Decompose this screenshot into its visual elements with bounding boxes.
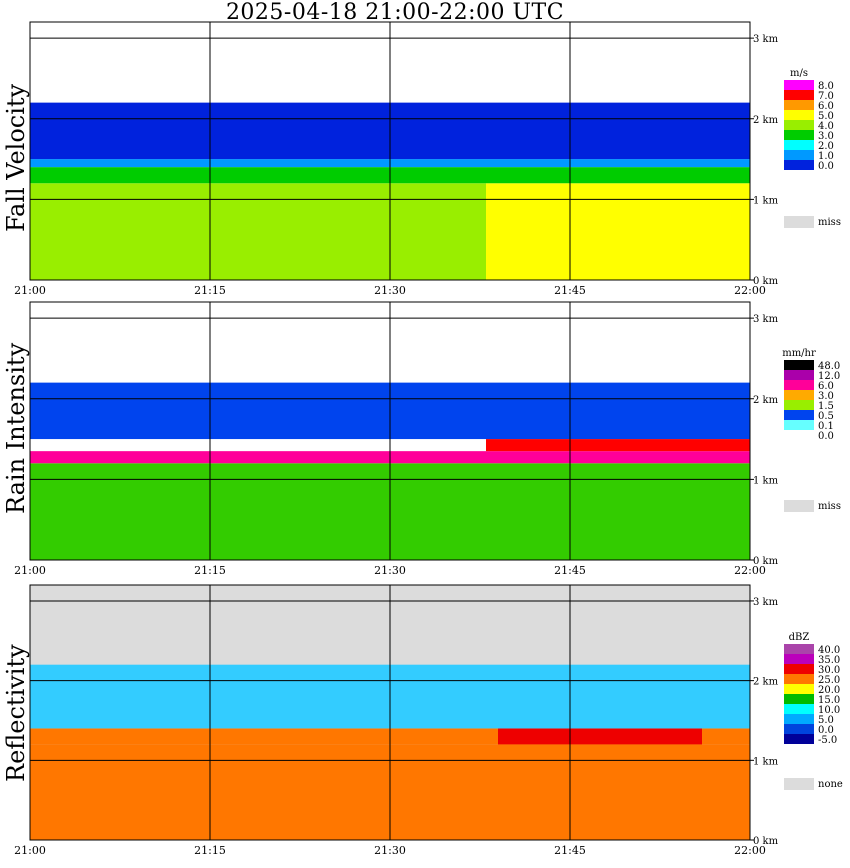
panel-2-legend-swatch-5: [784, 400, 814, 410]
panel-1-legend-swatch-5: [784, 120, 814, 130]
panel-1-legend-swatch-7: [784, 140, 814, 150]
panel-2-legend-label-8: 0.0: [818, 431, 834, 442]
panel-3-legend-label-5: 20.0: [818, 685, 840, 696]
panel-3-frame: [29, 584, 751, 841]
panel-1-ytick-3: 3 km: [753, 34, 779, 45]
panel-1-ytick-2: 2 km: [753, 115, 779, 126]
panel-3-legend-swatch-4: [784, 674, 814, 684]
panel-1-layer-2: [486, 183, 750, 280]
panel-1-xtick-1: 21:00: [14, 284, 46, 297]
panel-2-legend-swatch-1: [784, 360, 814, 370]
panel-3-xtick-4: 21:45: [554, 844, 586, 857]
panel-1-legend-label-8: 1.0: [818, 151, 834, 162]
panel-1-legend-swatch-1: [784, 80, 814, 90]
panel-1-legend-unit: m/s: [790, 68, 808, 79]
panel-1-legend-swatch-8: [784, 150, 814, 160]
panel-1-legend-label-3: 6.0: [818, 101, 834, 112]
panel-3-legend-label-1: 40.0: [818, 645, 840, 656]
panel-1-xtick-5: 22:00: [734, 284, 766, 297]
panel-3-legend-swatch-7: [784, 704, 814, 714]
panel-1-legend-label-7: 2.0: [818, 141, 834, 152]
panel-2-xtick-1: 21:00: [14, 564, 46, 577]
panel-3-xtick-3: 21:30: [374, 844, 406, 857]
panel-3-ytick-2: 2 km: [753, 677, 779, 688]
panel-2-legend-label-7: 0.1: [818, 421, 834, 432]
panel-1-xtick-2: 21:15: [194, 284, 226, 297]
panel-2-xtick-5: 22:00: [734, 564, 766, 577]
panel-3-missing-label: none: [818, 779, 843, 790]
panel-3-layer-3: [498, 728, 702, 745]
panel-2-ytick-2: 2 km: [753, 395, 779, 406]
panel-2-legend-label-6: 0.5: [818, 411, 834, 422]
panel-3-legend-label-6: 15.0: [818, 695, 840, 706]
panel-2-legend-swatch-3: [784, 380, 814, 390]
panel-3-legend-label-4: 25.0: [818, 675, 840, 686]
panel-2-missing-label: miss: [818, 501, 841, 512]
panel-2-ytick-1: 1 km: [753, 475, 779, 486]
panel-2-ytick-3: 3 km: [753, 314, 779, 325]
panel-3-legend-label-10: -5.0: [818, 735, 837, 746]
panel-1-missing-label: miss: [818, 217, 841, 228]
panel-3-ytick-0: 0 km: [753, 836, 779, 847]
panel-3-legend-swatch-3: [784, 664, 814, 674]
panel-2-layer-3: [486, 439, 750, 452]
panel-1-legend-label-2: 7.0: [818, 91, 834, 102]
panel-3-legend-label-9: 0.0: [818, 725, 834, 736]
panel-2-legend-label-4: 3.0: [818, 391, 834, 402]
panel-1-frame: [29, 21, 751, 281]
panel-3-legend-swatch-9: [784, 724, 814, 734]
panel-2-xtick-3: 21:30: [374, 564, 406, 577]
panel-2-legend-label-5: 1.5: [818, 401, 834, 412]
panel-1-missing-swatch: [784, 216, 814, 228]
panel-1-legend-label-1: 8.0: [818, 81, 834, 92]
panel-1-ytick-0: 0 km: [753, 276, 779, 287]
panel-1-legend-swatch-6: [784, 130, 814, 140]
panel-2-legend-swatch-7: [784, 420, 814, 430]
panel-3-legend-label-7: 10.0: [818, 705, 840, 716]
panel-1-xtick-3: 21:30: [374, 284, 406, 297]
panel-2-legend-unit: mm/hr: [782, 348, 816, 359]
panel-2-legend-swatch-2: [784, 370, 814, 380]
panel-3-legend-label-3: 30.0: [818, 665, 840, 676]
panel-3-legend-unit: dBZ: [789, 632, 810, 643]
panel-3-legend-label-8: 5.0: [818, 715, 834, 726]
panel-1-legend-label-5: 4.0: [818, 121, 834, 132]
panel-1-ytick-1: 1 km: [753, 195, 779, 206]
panel-1-legend-label-9: 0.0: [818, 161, 834, 172]
panel-1-layer-1: [30, 183, 486, 280]
panel-3-legend-swatch-2: [784, 654, 814, 664]
panel-2-legend-swatch-4: [784, 390, 814, 400]
panel-3-xtick-2: 21:15: [194, 844, 226, 857]
panel-3-legend-swatch-6: [784, 694, 814, 704]
panel-3-xtick-1: 21:00: [14, 844, 46, 857]
panel-1-legend-swatch-4: [784, 110, 814, 120]
panel-3-legend-swatch-1: [784, 644, 814, 654]
panel-2-frame: [29, 301, 751, 561]
panel-1-legend-label-6: 3.0: [818, 131, 834, 142]
panel-2-legend-swatch-8: [784, 430, 814, 440]
panel-3-ytick-1: 1 km: [753, 756, 779, 767]
panel-2-legend-label-3: 6.0: [818, 381, 834, 392]
panel-3-ytick-3: 3 km: [753, 597, 779, 608]
panel-3-legend-swatch-10: [784, 734, 814, 744]
panel-3-xtick-5: 22:00: [734, 844, 766, 857]
panel-1-legend-swatch-3: [784, 100, 814, 110]
panel-3-legend-label-2: 35.0: [818, 655, 840, 666]
panel-2-ytick-0: 0 km: [753, 556, 779, 567]
panel-3-legend-swatch-8: [784, 714, 814, 724]
panel-2-legend-swatch-6: [784, 410, 814, 420]
panel-2-legend-label-2: 12.0: [818, 371, 840, 382]
panel-3-missing-swatch: [784, 778, 814, 790]
panel-2-legend-label-1: 48.0: [818, 361, 840, 372]
panel-1-legend-label-4: 5.0: [818, 111, 834, 122]
panel-1-legend-swatch-9: [784, 160, 814, 170]
panel-2-missing-swatch: [784, 500, 814, 512]
panel-1-xtick-4: 21:45: [554, 284, 586, 297]
chart-title: 2025-04-18 21:00-22:00 UTC: [225, 0, 565, 25]
panel-1-legend-swatch-2: [784, 90, 814, 100]
panel-2-xtick-2: 21:15: [194, 564, 226, 577]
panel-2-xtick-4: 21:45: [554, 564, 586, 577]
panel-3-legend-swatch-5: [784, 684, 814, 694]
